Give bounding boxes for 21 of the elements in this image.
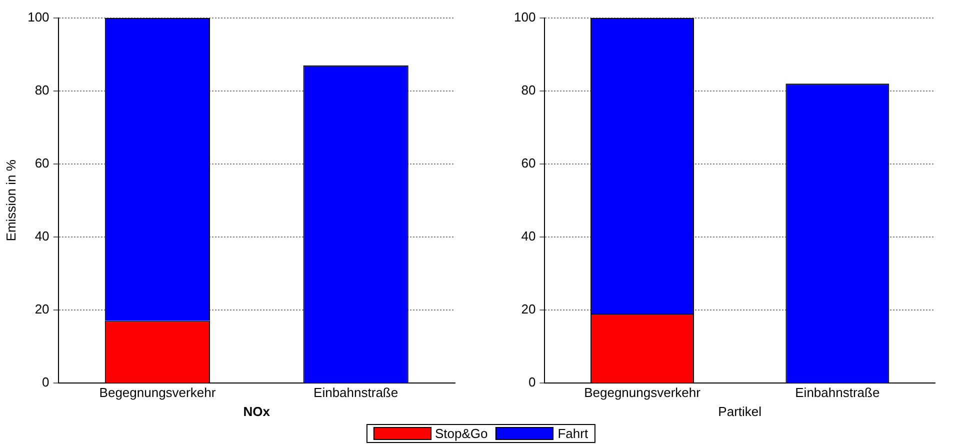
y-tick-label: 80: [521, 82, 536, 98]
x-tick-label: Einbahnstraße: [314, 385, 398, 400]
y-tick-label: 60: [521, 156, 536, 170]
y-tick-label: 100: [28, 10, 50, 25]
x-tick-label: Begegnungsverkehr: [584, 385, 702, 400]
y-tick-label: 20: [521, 301, 536, 316]
y-tick-label: 100: [514, 10, 536, 25]
y-axis-title: Emission in %: [3, 159, 18, 242]
y-tick-label: 80: [34, 82, 50, 98]
x-axis-title: Partikel: [718, 404, 762, 419]
x-tick-label: Begegnungsverkehr: [99, 385, 216, 400]
legend-label: Stop&Go: [434, 426, 488, 441]
x-axis-title: NOx: [243, 404, 271, 419]
y-tick-label: 40: [521, 228, 536, 244]
y-tick-label: 40: [34, 228, 50, 244]
y-tick-label: 0: [42, 374, 50, 390]
y-tick-label: 60: [34, 156, 50, 170]
y-tick-label: 0: [528, 374, 536, 390]
legend-label: Fahrt: [558, 426, 588, 441]
x-tick-label: Einbahnstraße: [795, 385, 880, 400]
y-tick-label: 20: [34, 301, 50, 316]
